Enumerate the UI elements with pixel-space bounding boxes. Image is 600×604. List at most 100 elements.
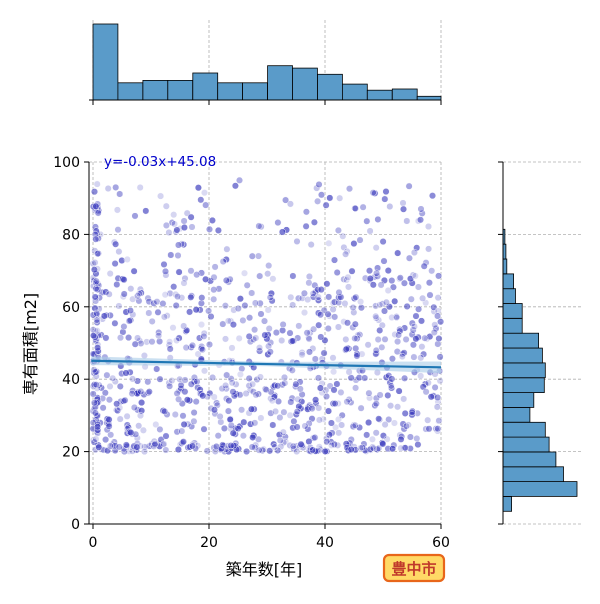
scatter-point	[137, 387, 145, 396]
scatter-point	[279, 428, 287, 436]
scatter-point	[102, 334, 110, 342]
scatter-point	[268, 397, 276, 405]
scatter-point	[246, 314, 254, 322]
scatter-point	[375, 444, 383, 452]
scatter-point	[316, 311, 325, 319]
scatter-point	[274, 219, 282, 227]
scatter-point	[251, 419, 259, 427]
scatter-point	[165, 228, 173, 237]
scatter-point	[394, 249, 402, 257]
scatter-point	[331, 400, 339, 408]
scatter-point	[234, 425, 242, 433]
scatter-point	[129, 375, 137, 383]
scatter-point	[227, 442, 235, 450]
scatter-point	[292, 410, 300, 418]
scatter-point	[217, 418, 225, 426]
scatter-point	[418, 343, 426, 351]
scatter-point	[425, 425, 433, 433]
scatter-point	[180, 279, 188, 287]
scatter-point	[190, 409, 198, 417]
scatter-point	[161, 267, 170, 275]
scatter-point	[219, 441, 227, 449]
scatter-point	[324, 407, 333, 415]
scatter-point	[178, 427, 186, 435]
scatter-point	[381, 421, 389, 429]
top-hist-bar	[117, 82, 144, 101]
scatter-point	[179, 438, 188, 446]
scatter-point	[315, 321, 323, 329]
right-hist-bar	[502, 362, 546, 379]
scatter-point	[172, 301, 180, 310]
scatter-point	[363, 431, 371, 439]
scatter-point	[92, 285, 100, 293]
scatter-point	[410, 248, 418, 257]
scatter-point	[305, 348, 314, 356]
scatter-point	[294, 334, 302, 342]
right-hist-bar	[502, 421, 546, 438]
scatter-point	[136, 183, 144, 192]
scatter-point	[162, 202, 170, 210]
scatter-point	[313, 184, 321, 192]
scatter-point	[239, 316, 247, 324]
scatter-point	[192, 306, 200, 314]
scatter-point	[352, 344, 360, 352]
city-badge: 豊中市	[382, 553, 446, 583]
scatter-point	[126, 306, 134, 315]
scatter-point	[288, 394, 296, 402]
scatter-point	[181, 388, 189, 396]
scatter-point	[321, 447, 329, 455]
scatter-point	[364, 341, 372, 349]
scatter-point	[401, 374, 409, 382]
scatter-point	[361, 374, 369, 382]
scatter-point	[136, 412, 145, 420]
scatter-point	[248, 443, 256, 451]
scatter-point	[427, 393, 435, 401]
scatter-point	[276, 413, 284, 422]
scatter-point	[265, 342, 273, 350]
x-tick-label: 0	[89, 535, 98, 551]
scatter-point	[221, 302, 229, 310]
scatter-point	[331, 313, 339, 321]
scatter-point	[424, 222, 433, 231]
scatter-point	[309, 290, 317, 298]
scatter-point	[115, 443, 123, 451]
scatter-point	[379, 440, 387, 448]
scatter-point	[262, 386, 270, 394]
scatter-point	[210, 295, 218, 303]
scatter-point	[402, 422, 410, 430]
scatter-point	[92, 279, 100, 287]
scatter-point	[298, 349, 306, 357]
right-hist-bar	[502, 303, 523, 319]
scatter-point	[373, 269, 381, 277]
scatter-point	[274, 397, 283, 405]
scatter-point	[324, 310, 332, 318]
scatter-point	[411, 272, 419, 280]
scatter-point	[105, 290, 113, 298]
scatter-point	[247, 420, 255, 428]
scatter-point	[106, 270, 114, 278]
scatter-point	[120, 276, 128, 284]
scatter-point	[314, 374, 323, 382]
scatter-point	[202, 275, 210, 283]
scatter-point	[324, 324, 332, 333]
scatter-point	[105, 416, 113, 424]
scatter-point	[161, 291, 169, 299]
scatter-point	[315, 404, 323, 412]
scatter-point	[355, 374, 363, 382]
scatter-point	[211, 263, 219, 271]
scatter-point	[393, 314, 401, 322]
scatter-point	[210, 406, 218, 414]
scatter-point	[115, 302, 123, 310]
scatter-point	[214, 226, 222, 234]
scatter-point	[365, 389, 373, 397]
scatter-point	[297, 440, 305, 448]
top-hist-bar	[391, 88, 418, 101]
scatter-point	[296, 385, 304, 393]
scatter-point	[416, 216, 425, 224]
scatter-point	[172, 290, 180, 298]
scatter-point	[289, 442, 297, 450]
scatter-point	[93, 384, 101, 392]
scatter-point	[140, 352, 148, 360]
scatter-point	[391, 297, 399, 305]
scatter-point	[293, 423, 301, 431]
